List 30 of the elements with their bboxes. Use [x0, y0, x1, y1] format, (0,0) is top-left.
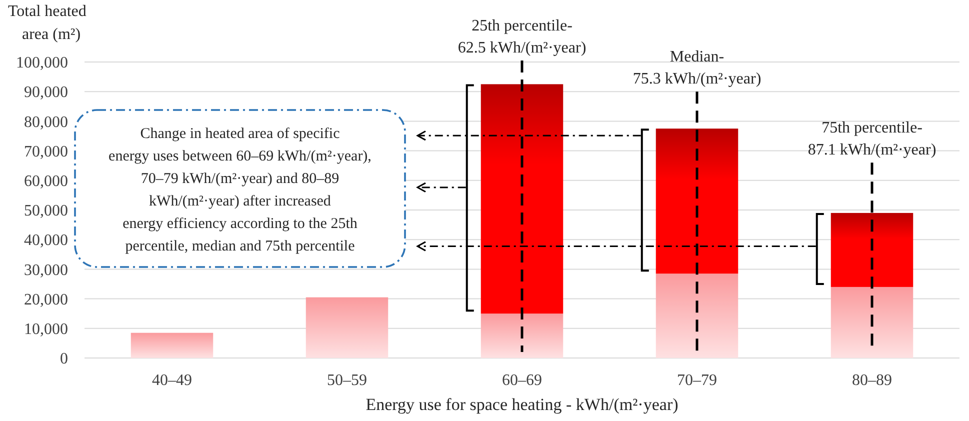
y-tick-label: 20,000: [24, 291, 68, 308]
x-tick-label: 60–69: [502, 372, 542, 389]
bar: [656, 274, 738, 358]
ref-line-label: 75th percentile- 87.1 kWh/(m²·year): [808, 120, 936, 159]
y-tick-label: 40,000: [24, 232, 68, 250]
y-tick-label: 80,000: [24, 114, 68, 131]
y-tick-label: 60,000: [24, 173, 68, 190]
y-tick-label: 90,000: [24, 84, 68, 102]
x-tick-label: 50–59: [327, 372, 367, 389]
bar: [306, 297, 388, 358]
y-tick-label: 0: [60, 350, 68, 368]
x-tick-label: 40–49: [152, 372, 192, 389]
bar: [830, 212, 914, 287]
y-tick-label: 10,000: [24, 321, 68, 338]
y-tick-label: 30,000: [24, 262, 68, 279]
bar: [656, 128, 738, 274]
bar: [480, 314, 564, 358]
x-axis-title: Energy use for space heating - kWh/(m²·year): [366, 395, 678, 414]
bar: [480, 84, 564, 314]
y-axis-title: Total heated area (m²): [8, 3, 86, 43]
y-tick-label: 70,000: [24, 143, 68, 160]
bar: [130, 332, 214, 358]
annotation: Change in heated area of specific energy uses between 60–69 kWh/(m²·year), 70–79 kWh/(m²·year) and 80–89 kWh/(m²·year) after increased energy efficiency according to the 25th percentile, median and 75th percentile: [108, 126, 372, 254]
ref-line-label: 25th percentile- 62.5 kWh/(m²·year): [458, 18, 586, 57]
ref-line-label: Median- 75.3 kWh/(m²·year): [632, 48, 762, 88]
bar: [830, 286, 914, 358]
x-tick-label: 80–89: [852, 372, 892, 389]
x-tick-label: 70–79: [677, 372, 717, 389]
y-tick-label: 100,000: [16, 54, 68, 72]
y-tick-label: 50,000: [24, 202, 68, 220]
